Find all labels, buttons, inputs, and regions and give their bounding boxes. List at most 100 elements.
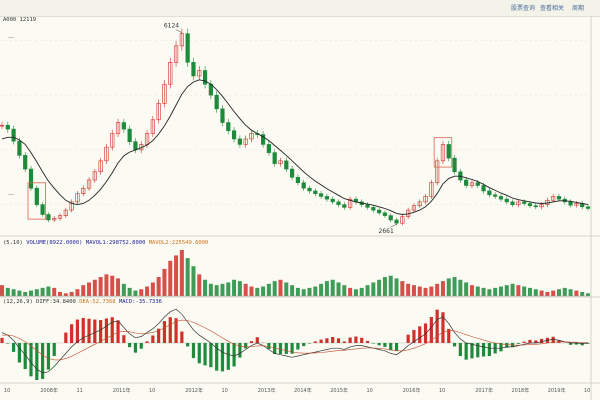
macd-histogram-bar: [487, 343, 491, 357]
macd-histogram-bar: [365, 340, 370, 343]
volume-bar: [562, 287, 567, 296]
volume-bar: [586, 293, 590, 296]
annotation-pointer: [390, 223, 397, 228]
annotation-pointer: [175, 29, 182, 33]
period-button[interactable]: 周期: [572, 5, 585, 12]
candle-body: [394, 219, 399, 224]
macd-histogram-bar: [87, 318, 91, 343]
volume-bar: [121, 283, 126, 296]
volume-bar: [156, 277, 161, 296]
volume-bar: [330, 279, 335, 296]
candle-body: [307, 187, 312, 192]
candle-body: [69, 201, 74, 211]
volume-bar: [249, 286, 254, 296]
candle-body: [284, 160, 289, 170]
volume-panel-header: (5,10) VOLUME(8922.0000) MAVOL1:298752.8…: [3, 240, 208, 246]
candle-body: [568, 201, 573, 206]
candle-body: [551, 196, 556, 201]
macd-histogram-bar: [539, 338, 544, 343]
volume-bar: [75, 289, 80, 296]
volume-bar: [556, 289, 561, 296]
macd-histogram-bar: [209, 343, 213, 368]
macd-histogram-bar: [70, 324, 74, 343]
macd-histogram-bar: [464, 343, 468, 360]
candle-body: [342, 204, 347, 208]
macd-histogram-bar: [470, 343, 474, 359]
volume-bar: [284, 282, 289, 296]
macd-histogram-bar: [406, 334, 410, 343]
macd-histogram-bar: [244, 343, 248, 349]
candle-body: [516, 201, 521, 205]
macd-histogram-bar: [516, 343, 520, 344]
macd-histogram-bar: [99, 320, 103, 343]
volume-bar: [307, 287, 312, 296]
dea-line: [1, 319, 589, 361]
volume-bar: [417, 286, 422, 296]
candle-body: [168, 62, 173, 85]
macd-histogram-bar: [157, 328, 161, 343]
volume-bar: [574, 290, 579, 296]
macd-histogram-bar: [17, 343, 22, 363]
volume-bar: [539, 290, 544, 296]
candle-body: [220, 108, 225, 123]
candle-body: [150, 119, 155, 134]
dea-value: DEA:52.7368: [79, 299, 116, 305]
x-tick-label: 2019年: [548, 387, 566, 394]
volume-bar: [498, 286, 503, 296]
candle-body: [23, 155, 28, 170]
volume-bar: [382, 277, 387, 296]
macd-histogram-bar: [371, 343, 375, 344]
volume-bar: [139, 289, 144, 296]
macd-histogram-bar: [580, 343, 584, 346]
macd-histogram-bar: [226, 343, 230, 370]
dash-mark: —: [8, 34, 14, 41]
candle-body: [214, 94, 219, 110]
candle-body: [191, 62, 196, 77]
candle-body: [446, 144, 451, 159]
high-annotation: 6124: [164, 23, 179, 30]
macd-value: MACD:-35.7336: [118, 299, 162, 305]
macd-histogram-bar: [238, 343, 242, 358]
macd-histogram-bar: [191, 343, 196, 359]
candle-body: [533, 205, 538, 208]
x-tick-label: 10: [4, 388, 10, 394]
related-button[interactable]: 查看相关: [540, 5, 565, 12]
volume-bar: [411, 285, 416, 296]
candle-body: [510, 201, 515, 205]
macd-histogram-bar: [389, 343, 393, 351]
candle-body: [202, 70, 208, 85]
macd-histogram-bar: [348, 337, 352, 343]
volume-bar: [29, 290, 34, 296]
candle-body: [11, 128, 16, 142]
volume-params: (5,10): [3, 240, 23, 246]
macd-histogram-bar: [23, 343, 27, 370]
macd-histogram-bar: [290, 343, 294, 354]
candle-body: [272, 152, 277, 164]
macd-histogram-bar: [232, 343, 236, 367]
candle-body: [40, 204, 45, 215]
macd-histogram-bar: [93, 319, 97, 343]
candle-body: [133, 141, 138, 151]
macd-histogram-bar: [534, 340, 538, 343]
volume-bar: [510, 283, 515, 296]
macd-histogram-bar: [505, 343, 509, 348]
candle-body: [411, 205, 417, 211]
candle-body: [17, 140, 22, 156]
volume-bar: [487, 289, 492, 296]
candle-body: [63, 209, 68, 216]
x-tick-label: 2012年: [185, 387, 203, 394]
macd-histogram-bar: [255, 337, 259, 343]
stock-query-button[interactable]: 股票查询: [511, 5, 536, 12]
x-tick-label: 2017年: [475, 387, 493, 394]
volume-bar: [168, 260, 173, 296]
macd-histogram-bar: [383, 343, 387, 347]
volume-bar: [342, 285, 347, 296]
candle-body: [522, 201, 527, 204]
volume-bar: [475, 286, 480, 296]
candle-body: [34, 187, 39, 205]
candle-body: [75, 193, 80, 203]
volume-bar: [446, 278, 451, 296]
volume-bar: [232, 279, 237, 296]
macd-histogram-bar: [145, 341, 149, 343]
volume-bar: [353, 289, 358, 296]
